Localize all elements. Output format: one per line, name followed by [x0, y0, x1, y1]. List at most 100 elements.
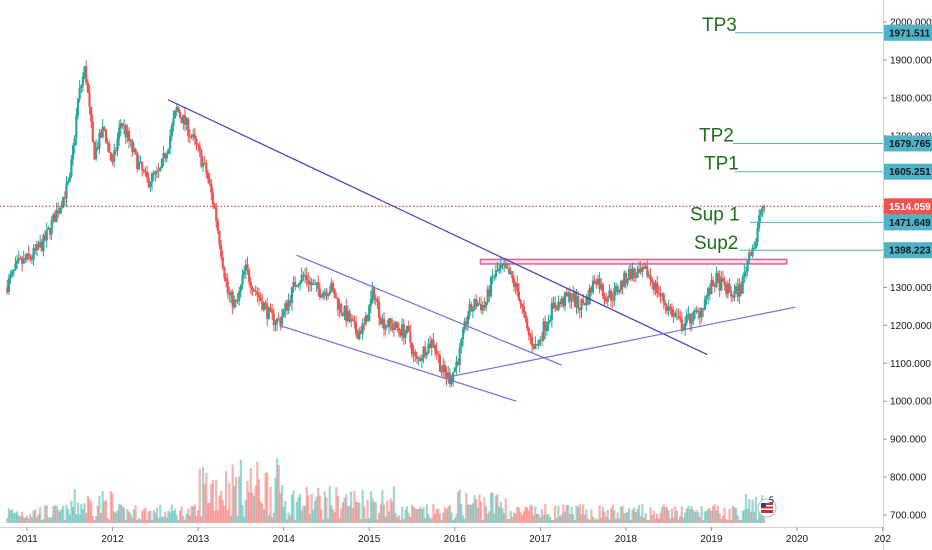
candle-114 — [193, 127, 196, 146]
volume-bar-43 — [76, 502, 80, 523]
candle-body-187 — [313, 284, 317, 286]
candle-body-85 — [146, 171, 149, 179]
candle-110 — [187, 117, 190, 143]
volume-bar-227 — [379, 504, 382, 523]
y-tick-label-5: 1200.000 — [890, 321, 932, 332]
candle-body-202 — [338, 304, 341, 310]
volume-bar-296 — [493, 513, 496, 523]
candle-body-310 — [516, 282, 519, 292]
candle-body-133 — [224, 277, 228, 281]
candle-35 — [63, 191, 66, 206]
candle-82 — [141, 161, 144, 177]
candle-207 — [346, 305, 349, 323]
candle-body-46 — [81, 76, 85, 86]
volume-bar-25 — [47, 517, 50, 523]
candle-body-171 — [287, 300, 290, 311]
volume-bar-356 — [591, 516, 595, 523]
volume-bar-433 — [718, 513, 721, 523]
volume-bar-454 — [753, 511, 756, 523]
candle-275 — [458, 342, 461, 373]
candle-1 — [7, 273, 11, 295]
candle-43 — [76, 97, 80, 120]
candle-body-384 — [637, 268, 641, 273]
volume-bar-164 — [275, 458, 279, 523]
volume-bar-216 — [361, 489, 364, 523]
volume-bar-247 — [412, 506, 415, 523]
level-price-label-3: 1471.649 — [889, 218, 931, 229]
candle-239 — [399, 329, 402, 338]
volume-bar-200 — [335, 487, 338, 523]
volume-bar-178 — [299, 493, 302, 523]
candle-229 — [382, 312, 386, 337]
volume-bar-176 — [295, 501, 298, 523]
candle-body-4 — [12, 269, 15, 271]
candle-357 — [593, 275, 596, 285]
volume-bar-158 — [266, 472, 269, 523]
candle-body-183 — [307, 280, 310, 285]
candle-243 — [405, 325, 409, 334]
volume-bar-310 — [516, 506, 519, 523]
volume-bar-414 — [687, 505, 690, 523]
volume-bar-70 — [121, 506, 124, 523]
volume-bar-136 — [229, 515, 233, 523]
volume-bar-449 — [744, 493, 748, 523]
volume-bar-142 — [239, 459, 242, 523]
candle-body-145 — [244, 264, 247, 271]
x-tick-label-6: 2017 — [529, 534, 552, 545]
candle-385 — [639, 261, 642, 275]
volume-bar-162 — [272, 512, 275, 523]
candle-body-161 — [271, 309, 274, 314]
candle-body-201 — [336, 297, 340, 310]
candle-457 — [758, 208, 761, 232]
candle-body-293 — [488, 288, 491, 297]
candle-body-364 — [605, 299, 608, 302]
volume-bar-18 — [35, 517, 38, 523]
candle-body-456 — [756, 228, 759, 243]
flag-icon[interactable]: 5 — [757, 495, 777, 518]
candle-body-254 — [424, 346, 427, 356]
candle-157 — [264, 300, 267, 310]
candle-body-111 — [188, 136, 191, 138]
volume-bar-129 — [218, 495, 221, 523]
candle-425 — [705, 294, 708, 306]
volume-bar-0 — [6, 517, 9, 523]
level-price-label-1: 1679.765 — [889, 139, 931, 150]
volume-bar-183 — [307, 495, 310, 523]
candle-266 — [443, 360, 447, 378]
candle-325 — [540, 331, 544, 347]
candle-406 — [674, 310, 677, 318]
volume-bar-386 — [641, 504, 644, 523]
candle-383 — [636, 265, 639, 279]
candle-body-323 — [537, 339, 540, 346]
candle-body-448 — [743, 272, 746, 277]
candle-108 — [183, 107, 187, 132]
candle-304 — [506, 262, 509, 270]
candle-body-270 — [450, 381, 453, 384]
candle-body-365 — [606, 297, 609, 302]
volume-bar-2 — [9, 510, 12, 523]
candle-body-102 — [173, 111, 177, 119]
candle-348 — [578, 307, 581, 319]
candle-body-19 — [37, 243, 40, 248]
candle-body-164 — [275, 318, 279, 324]
candle-body-360 — [598, 278, 601, 290]
volume-bar-248 — [414, 508, 417, 523]
candle-407 — [675, 308, 678, 321]
candle-13 — [27, 245, 30, 261]
volume-bar-75 — [129, 513, 132, 523]
candle-body-142 — [239, 284, 242, 292]
candle-371 — [616, 283, 619, 295]
candle-body-401 — [665, 305, 669, 311]
candle-184 — [308, 276, 312, 292]
candle-268 — [447, 365, 450, 384]
candle-body-219 — [366, 315, 369, 322]
volume-bar-175 — [294, 519, 297, 523]
candle-body-55 — [96, 147, 99, 149]
volume-bar-285 — [475, 498, 478, 523]
candle-84 — [144, 166, 147, 177]
candle-body-184 — [308, 281, 312, 285]
candle-body-197 — [330, 283, 333, 292]
volume-bar-344 — [572, 514, 575, 523]
candle-body-274 — [456, 361, 460, 366]
volume-bar-83 — [142, 508, 145, 523]
